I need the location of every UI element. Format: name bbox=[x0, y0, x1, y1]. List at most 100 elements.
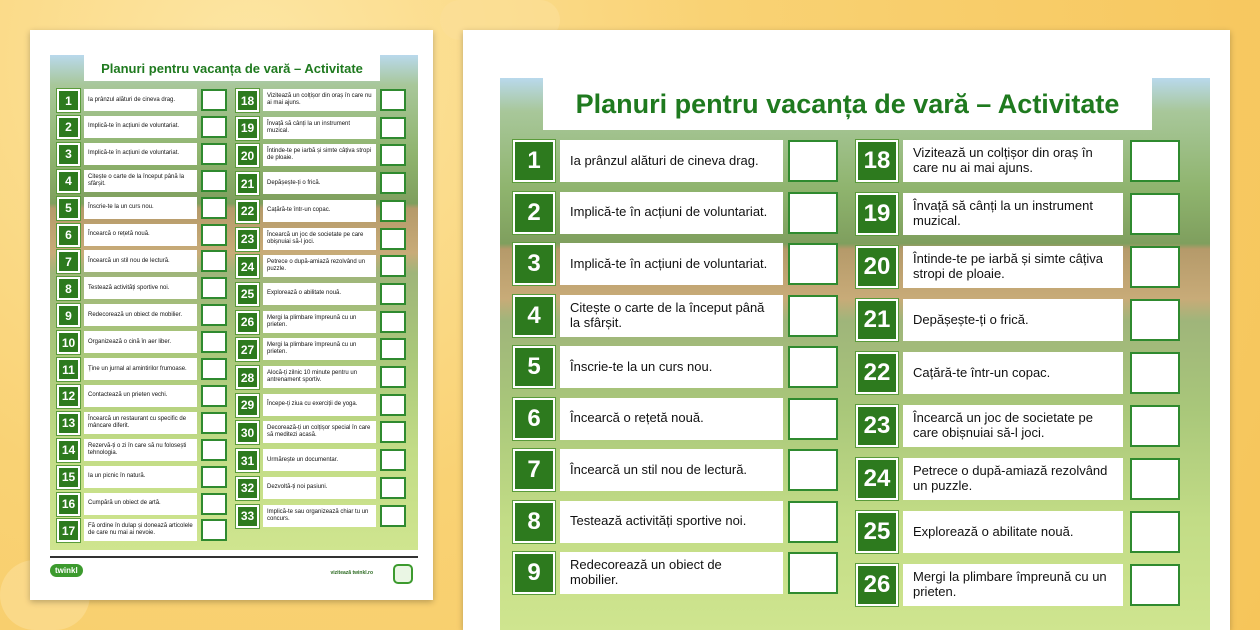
item-number: 1 bbox=[56, 88, 81, 113]
page-title: Planuri pentru vacanța de vară – Activit… bbox=[575, 88, 1120, 119]
item-checkbox[interactable] bbox=[380, 504, 406, 527]
item-number: 26 bbox=[855, 563, 899, 607]
item-checkbox[interactable] bbox=[201, 250, 227, 273]
item-checkbox[interactable] bbox=[201, 89, 227, 111]
item-text: Încearcă un restaurant cu specific de mâ… bbox=[84, 411, 197, 434]
item-checkbox[interactable] bbox=[788, 500, 838, 543]
item-number: 19 bbox=[855, 192, 899, 236]
item-checkbox[interactable] bbox=[1130, 140, 1180, 182]
item-checkbox[interactable] bbox=[380, 449, 406, 472]
item-number: 30 bbox=[235, 420, 260, 446]
item-checkbox[interactable] bbox=[201, 223, 227, 246]
item-number: 24 bbox=[855, 457, 899, 501]
item-text: Organizează o cină în aer liber. bbox=[84, 331, 197, 354]
item-checkbox[interactable] bbox=[201, 142, 227, 165]
item-number: 19 bbox=[235, 115, 260, 141]
item-checkbox[interactable] bbox=[1130, 246, 1180, 288]
item-number: 22 bbox=[235, 198, 260, 224]
item-checkbox[interactable] bbox=[380, 310, 406, 333]
item-checkbox[interactable] bbox=[788, 294, 838, 337]
item-checkbox[interactable] bbox=[1130, 458, 1180, 500]
item-checkbox[interactable] bbox=[201, 465, 227, 488]
item-checkbox[interactable] bbox=[380, 338, 406, 361]
item-text: Implică-te sau organizează chiar tu un c… bbox=[263, 504, 376, 527]
item-checkbox[interactable] bbox=[380, 366, 406, 388]
item-checkbox[interactable] bbox=[201, 411, 227, 434]
item-checkbox[interactable] bbox=[788, 191, 838, 234]
item-text: Începe-ți ziua cu exerciții de yoga. bbox=[263, 393, 376, 416]
item-text: Învață să cânți la un instrument muzical… bbox=[903, 193, 1123, 235]
item-checkbox[interactable] bbox=[380, 144, 406, 167]
item-number: 31 bbox=[235, 448, 260, 474]
worksheet-thumbnail[interactable]: Planuri pentru vacanța de vară – Activit… bbox=[30, 30, 433, 600]
item-checkbox[interactable] bbox=[1130, 511, 1180, 553]
title-box: Planuri pentru vacanța de vară – Activit… bbox=[543, 78, 1152, 130]
item-number: 27 bbox=[235, 337, 260, 363]
item-checkbox[interactable] bbox=[788, 140, 838, 182]
item-checkbox[interactable] bbox=[788, 397, 838, 440]
item-number: 3 bbox=[56, 141, 81, 167]
item-text: Testează activități sportive noi. bbox=[560, 500, 783, 543]
item-text: Rezervă-ți o zi în care să nu folosești … bbox=[84, 438, 197, 461]
item-checkbox[interactable] bbox=[380, 172, 406, 195]
item-text: Cațără-te într-un copac. bbox=[903, 352, 1123, 394]
item-text: Încearcă un joc de societate pe care obi… bbox=[263, 227, 376, 250]
item-checkbox[interactable] bbox=[380, 393, 406, 416]
item-checkbox[interactable] bbox=[201, 492, 227, 515]
item-checkbox[interactable] bbox=[1130, 352, 1180, 394]
item-number: 28 bbox=[235, 365, 260, 390]
item-checkbox[interactable] bbox=[201, 438, 227, 461]
item-checkbox[interactable] bbox=[380, 282, 406, 305]
item-text: Încearcă un stil nou de lectură. bbox=[84, 250, 197, 273]
item-number: 17 bbox=[56, 518, 81, 544]
item-text: Citește o carte de la început până la sf… bbox=[560, 294, 783, 337]
item-number: 32 bbox=[235, 475, 260, 501]
item-number: 1 bbox=[512, 139, 556, 183]
item-number: 2 bbox=[512, 190, 556, 235]
item-number: 6 bbox=[512, 396, 556, 441]
item-text: Întinde-te pe iarbă și simte câțiva stro… bbox=[263, 144, 376, 167]
item-number: 24 bbox=[235, 254, 260, 280]
item-checkbox[interactable] bbox=[201, 519, 227, 542]
item-checkbox[interactable] bbox=[201, 196, 227, 219]
title-box: Planuri pentru vacanța de vară – Activit… bbox=[84, 55, 380, 81]
item-checkbox[interactable] bbox=[788, 552, 838, 594]
item-number: 21 bbox=[235, 171, 260, 197]
item-number: 26 bbox=[235, 309, 260, 335]
item-checkbox[interactable] bbox=[788, 449, 838, 491]
item-checkbox[interactable] bbox=[380, 476, 406, 499]
item-checkbox[interactable] bbox=[1130, 193, 1180, 235]
item-checkbox[interactable] bbox=[1130, 299, 1180, 341]
item-number: 8 bbox=[512, 499, 556, 544]
item-text: Mergi la plimbare împreună cu un prieten… bbox=[903, 564, 1123, 606]
item-checkbox[interactable] bbox=[201, 384, 227, 407]
item-number: 7 bbox=[56, 249, 81, 275]
item-checkbox[interactable] bbox=[201, 169, 227, 192]
item-checkbox[interactable] bbox=[788, 243, 838, 285]
item-checkbox[interactable] bbox=[380, 89, 406, 111]
item-text: Înscrie-te la un curs nou. bbox=[560, 346, 783, 388]
item-checkbox[interactable] bbox=[380, 116, 406, 139]
item-checkbox[interactable] bbox=[201, 115, 227, 138]
item-number: 6 bbox=[56, 222, 81, 248]
item-checkbox[interactable] bbox=[380, 227, 406, 250]
item-checkbox[interactable] bbox=[1130, 564, 1180, 606]
item-text: Depășește-ți o frică. bbox=[263, 172, 376, 195]
item-checkbox[interactable] bbox=[380, 199, 406, 222]
worksheet-page: Planuri pentru vacanța de vară – Activit… bbox=[463, 30, 1230, 630]
item-checkbox[interactable] bbox=[201, 277, 227, 300]
item-number: 23 bbox=[855, 404, 899, 448]
item-checkbox[interactable] bbox=[201, 331, 227, 354]
item-text: Cațără-te într-un copac. bbox=[263, 199, 376, 222]
item-checkbox[interactable] bbox=[201, 358, 227, 380]
item-checkbox[interactable] bbox=[201, 304, 227, 327]
item-number: 33 bbox=[235, 503, 260, 529]
item-number: 5 bbox=[512, 345, 556, 389]
item-checkbox[interactable] bbox=[788, 346, 838, 388]
item-text: Explorează o abilitate nouă. bbox=[903, 511, 1123, 553]
item-checkbox[interactable] bbox=[380, 421, 406, 444]
item-checkbox[interactable] bbox=[380, 255, 406, 278]
item-checkbox[interactable] bbox=[1130, 405, 1180, 447]
item-text: Petrece o după-amiază rezolvând un puzzl… bbox=[903, 458, 1123, 500]
badge-icon bbox=[393, 564, 413, 584]
